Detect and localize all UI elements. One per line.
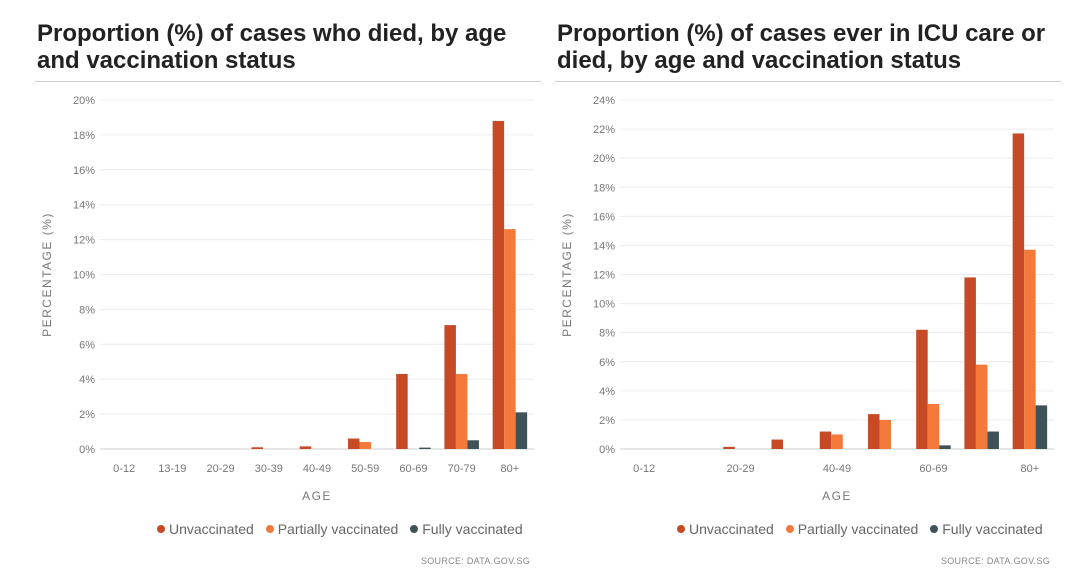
x-tick-label: 60-69 (399, 463, 427, 475)
x-axis-title: AGE (822, 489, 852, 503)
bar-partially-vaccinated (455, 373, 468, 449)
bar-unvaccinated (723, 446, 735, 449)
bar-unvaccinated (299, 446, 312, 449)
legend-label: Unvaccinated (689, 521, 774, 537)
x-tick-label: 0-12 (113, 463, 135, 475)
chart-icu-or-died: 0% 2% 4% 6% 8% 10% 12% 14% 16% 18% 20% 22% 24% 0-12 20… (560, 95, 1054, 503)
legend-swatch (410, 525, 419, 533)
legend-swatch (677, 525, 685, 533)
bar-partially-vaccinated (879, 419, 891, 449)
y-tick-label: 18% (593, 182, 615, 194)
x-tick-label: 40-49 (823, 463, 851, 475)
bar-fully-vaccinated (939, 445, 951, 449)
y-tick-label: 14% (593, 240, 615, 252)
bar-partially-vaccinated (927, 403, 940, 449)
bar-partially-vaccinated (1024, 249, 1036, 449)
y-tick-label: 10% (73, 270, 95, 282)
bar-unvaccinated (444, 325, 456, 449)
y-tick-label: 6% (599, 357, 615, 369)
y-tick-label: 24% (593, 95, 615, 107)
legend-item-partially-vaccinated[interactable]: Partially vaccinated (265, 521, 399, 537)
y-axis-title: PERCENTAGE (%) (40, 212, 54, 337)
x-tick-label: 80+ (1021, 463, 1040, 475)
bar-partially-vaccinated (359, 442, 371, 449)
y-tick-label: 18% (73, 130, 95, 142)
legend: Unvaccinated Partially vaccinated Fully … (677, 521, 1051, 537)
x-tick-label: 80+ (501, 463, 520, 475)
x-tick-label: 40-49 (303, 463, 331, 475)
y-tick-label: 2% (79, 409, 95, 421)
y-tick-label: 2% (599, 415, 615, 427)
y-tick-label: 10% (593, 299, 615, 311)
y-tick-label: 16% (593, 211, 615, 223)
legend-label: Partially vaccinated (797, 521, 919, 537)
legend-item-unvaccinated[interactable]: Unvaccinated (677, 521, 774, 537)
legend-swatch (157, 525, 165, 533)
x-tick-label: 20-29 (726, 463, 754, 475)
legend-item-fully-vaccinated[interactable]: Fully vaccinated (410, 521, 523, 537)
legend-label: Fully vaccinated (422, 521, 523, 537)
bar-unvaccinated (396, 373, 408, 449)
source-note: SOURCE: DATA.GOV.SG (420, 556, 530, 566)
bar-fully-vaccinated (467, 440, 479, 449)
bar-fully-vaccinated (1035, 405, 1048, 449)
chart-title: Proportion (%) of cases ever in ICU care… (557, 20, 1046, 74)
chart-panel-deaths: Proportion (%) of cases who died, by age… (28, 0, 548, 577)
legend-label: Fully vaccinated (942, 521, 1043, 537)
x-axis-title: AGE (302, 489, 332, 503)
y-tick-label: 8% (599, 328, 615, 340)
bar-unvaccinated (347, 438, 360, 449)
bar-partially-vaccinated (831, 434, 843, 449)
bar-fully-vaccinated (987, 431, 999, 449)
y-tick-label: 0% (79, 444, 95, 456)
bar-unvaccinated (819, 431, 832, 449)
y-tick-label: 14% (73, 200, 95, 212)
title-divider (555, 81, 1061, 82)
chart-deaths: 0% 2% 4% 6% 8% 10% 12% 14% 16% 18% 20% 0-12 13-19 20-… (40, 95, 534, 503)
x-tick-label: 13-19 (158, 463, 186, 475)
y-tick-label: 8% (79, 304, 95, 316)
y-tick-label: 6% (79, 339, 95, 351)
bar-unvaccinated (1012, 133, 1025, 449)
y-tick-label: 16% (73, 165, 95, 177)
y-tick-label: 0% (599, 444, 615, 456)
y-tick-label: 12% (73, 235, 95, 247)
y-tick-label: 4% (79, 374, 95, 386)
legend-label: Unvaccinated (169, 521, 254, 537)
y-tick-label: 20% (73, 95, 95, 107)
x-tick-label: 30-39 (255, 463, 283, 475)
legend-swatch (265, 525, 274, 533)
x-tick-label: 70-79 (448, 463, 476, 475)
bar-unvaccinated (771, 439, 784, 449)
chart-title: Proportion (%) of cases who died, by age… (37, 20, 507, 74)
x-tick-label: 0-12 (633, 463, 655, 475)
bar-unvaccinated (867, 414, 880, 449)
bar-unvaccinated (492, 120, 505, 449)
bar-unvaccinated (916, 329, 928, 449)
y-tick-label: 4% (599, 386, 615, 398)
chart-panel-icu-or-died: Proportion (%) of cases ever in ICU care… (548, 0, 1068, 577)
legend-item-partially-vaccinated[interactable]: Partially vaccinated (785, 521, 919, 537)
legend-label: Partially vaccinated (277, 521, 399, 537)
bar-unvaccinated (964, 277, 976, 449)
legend-swatch (930, 525, 939, 533)
bar-fully-vaccinated (419, 447, 431, 449)
x-tick-label: 20-29 (206, 463, 234, 475)
bar-unvaccinated (251, 447, 264, 449)
y-axis-title: PERCENTAGE (%) (560, 212, 574, 337)
legend: Unvaccinated Partially vaccinated Fully … (157, 521, 531, 537)
bar-partially-vaccinated (504, 229, 516, 449)
y-tick-label: 20% (593, 153, 615, 165)
title-divider (35, 81, 541, 82)
legend-item-fully-vaccinated[interactable]: Fully vaccinated (930, 521, 1043, 537)
source-note: SOURCE: DATA.GOV.SG (940, 556, 1050, 566)
x-tick-label: 60-69 (919, 463, 947, 475)
bar-partially-vaccinated (975, 364, 988, 449)
legend-swatch (785, 525, 794, 533)
y-tick-label: 22% (593, 124, 615, 136)
bar-fully-vaccinated (515, 412, 528, 449)
y-tick-label: 12% (593, 270, 615, 282)
x-tick-label: 50-59 (351, 463, 379, 475)
legend-item-unvaccinated[interactable]: Unvaccinated (157, 521, 254, 537)
